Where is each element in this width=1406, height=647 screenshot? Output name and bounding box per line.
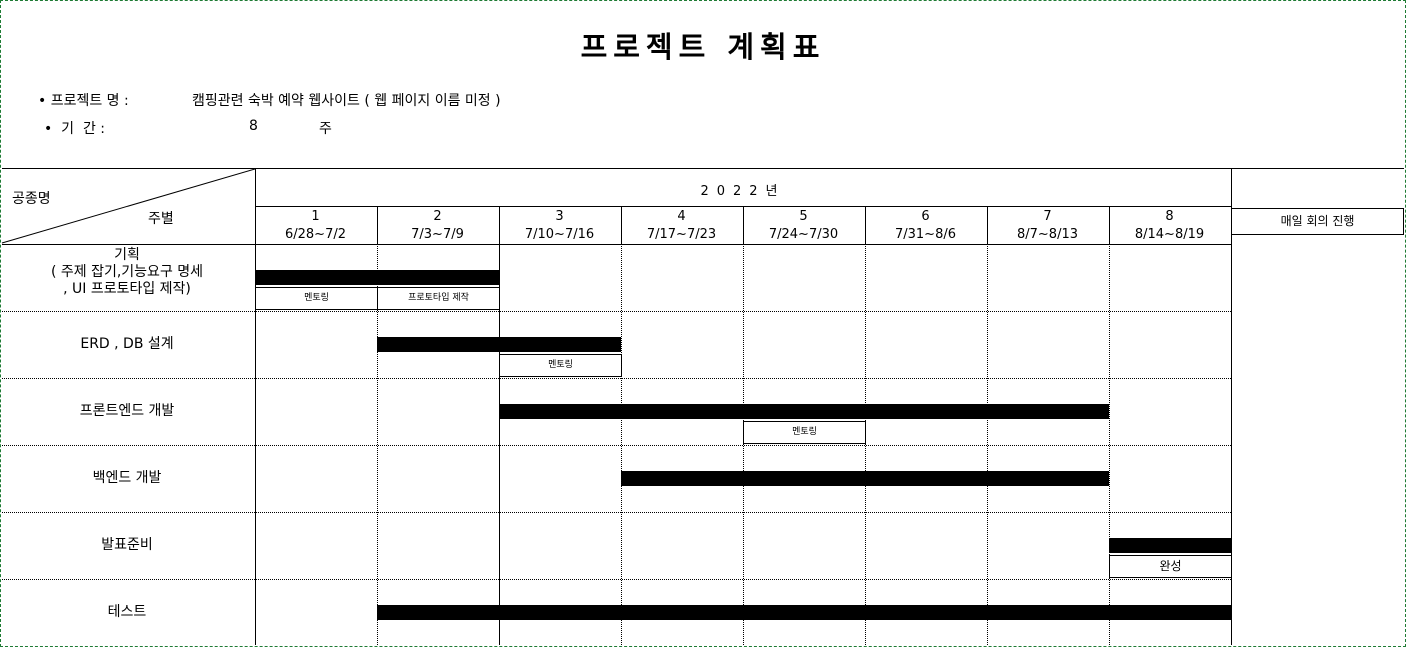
task-name: 테스트	[107, 604, 147, 620]
week-column-divider	[621, 244, 622, 645]
row-divider	[2, 445, 1231, 446]
schedule-bar	[255, 270, 499, 285]
row-divider	[2, 311, 1231, 312]
schedule-bar	[377, 605, 1231, 620]
task-name: 기획 ( 주제 잡기,기능요구 명세 , UI 프로토타입 제작)	[50, 247, 204, 297]
row-divider	[2, 579, 1231, 580]
week-date-range: 7/10~7/16	[524, 227, 595, 242]
grid-right-line	[1231, 168, 1232, 645]
task-name: 백엔드 개발	[92, 470, 162, 486]
header-top-line	[2, 168, 1404, 169]
week-header-divider	[1109, 206, 1110, 244]
week-number: 7	[1043, 209, 1052, 224]
period-value: 8	[249, 118, 258, 134]
schedule-bar	[621, 471, 1109, 486]
row-divider	[2, 378, 1231, 379]
week-number: 8	[1165, 209, 1174, 224]
page-title: 프로젝트 계획표	[580, 30, 826, 64]
week-date-range: 7/3~7/9	[411, 227, 464, 242]
week-number: 4	[677, 209, 686, 224]
week-column-divider	[743, 244, 744, 645]
week-column-divider	[987, 244, 988, 645]
body-top-line	[2, 244, 1231, 245]
schedule-note: 멘토링	[499, 354, 622, 377]
week-header-divider	[621, 206, 622, 244]
week-column-divider	[499, 244, 500, 645]
week-number: 2	[433, 209, 442, 224]
week-number: 6	[921, 209, 930, 224]
week-date-range: 7/31~8/6	[894, 227, 956, 242]
week-number: 3	[555, 209, 564, 224]
schedule-bar	[377, 337, 621, 352]
task-name: 발표준비	[101, 537, 153, 553]
week-date-range: 7/17~7/23	[646, 227, 717, 242]
week-date-range: 8/14~8/19	[1134, 227, 1205, 242]
schedule-note: 완성	[1109, 555, 1232, 578]
week-column-divider	[1109, 244, 1110, 645]
week-header-divider	[499, 206, 500, 244]
schedule-note: 멘토링	[743, 421, 866, 444]
week-date-range: 8/7~8/13	[1016, 227, 1078, 242]
week-date-range: 6/28~7/2	[284, 227, 346, 242]
week-date-range: 7/24~7/30	[768, 227, 839, 242]
week-header-divider	[865, 206, 866, 244]
schedule-note: 프로토타입 제작	[377, 287, 500, 310]
week-number: 5	[799, 209, 808, 224]
schedule-note: 멘토링	[255, 287, 378, 310]
week-number: 1	[311, 209, 320, 224]
daily-meeting-note: 매일 회의 진행	[1231, 208, 1404, 235]
schedule-bar	[1109, 538, 1231, 553]
period-label: • 기 간 :	[44, 121, 105, 137]
schedule-bar	[499, 404, 1109, 419]
week-header-divider	[987, 206, 988, 244]
task-name: 프론트엔드 개발	[79, 403, 175, 419]
row-divider	[2, 512, 1231, 513]
week-column-divider	[377, 244, 378, 645]
year-header: 2022년	[700, 184, 786, 199]
corner-week-label: 주별	[148, 211, 174, 227]
label-column-line	[255, 168, 256, 645]
week-header-divider	[743, 206, 744, 244]
corner-task-label: 공종명	[12, 191, 51, 207]
period-unit: 주	[319, 121, 332, 137]
task-name: ERD , DB 설계	[80, 336, 174, 352]
project-name-label: • 프로젝트 명 :	[38, 93, 129, 109]
week-header-divider	[377, 206, 378, 244]
project-name-value: 캠핑관련 숙박 예약 웹사이트 ( 웹 페이지 이름 미정 )	[192, 93, 501, 109]
week-column-divider	[865, 244, 866, 645]
